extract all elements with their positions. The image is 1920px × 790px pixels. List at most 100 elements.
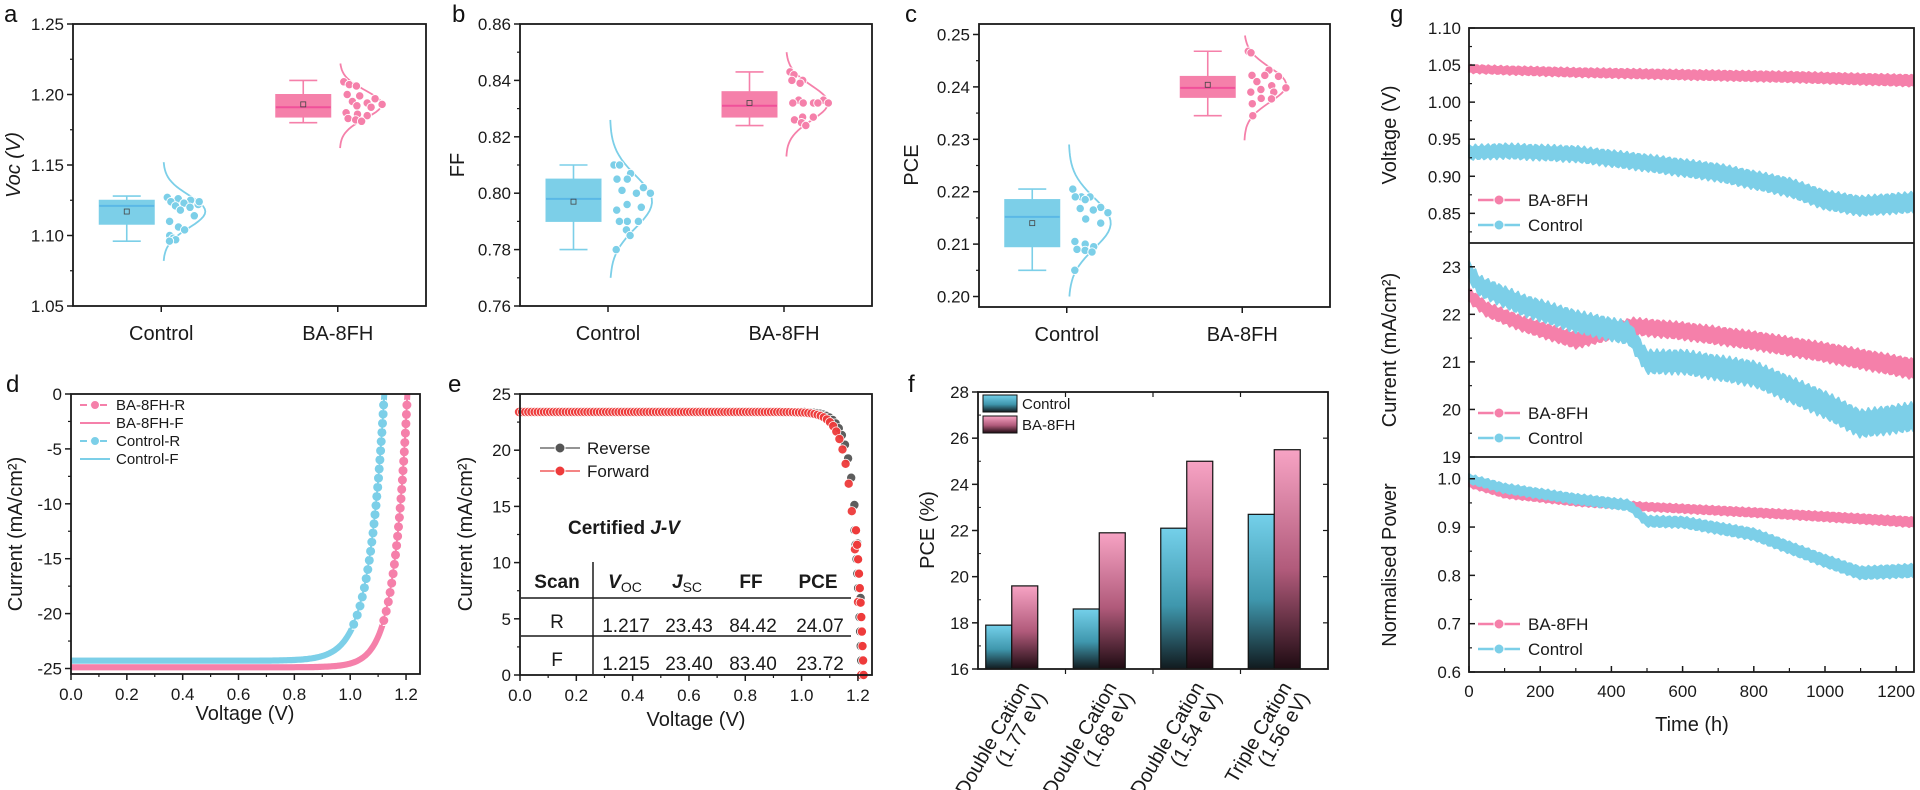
y-tick-label: 20 [492,441,511,460]
plot-frame [72,23,427,307]
data-point [343,113,353,124]
y-tick-label: 1.20 [31,86,64,105]
y-tick-label: -15 [37,550,62,569]
legend-label: Control-R [116,433,180,450]
legend-swatch [982,394,1018,413]
data-point [638,182,649,193]
box-series-ba-8fh [1179,35,1291,141]
y-tick-label: 19 [1442,448,1461,467]
data-point [1281,83,1291,93]
legend-label: Control [1528,216,1583,235]
legend-item: BA-8FH-R [80,397,185,414]
y-tick-label: -20 [37,605,62,624]
series-forward [514,406,869,681]
legend-item: Control-R [80,433,180,450]
x-tick-label: 0.0 [508,686,532,705]
legend-item: BA-8FH [1478,191,1588,210]
data-point [1087,247,1097,257]
y-tick-label: 0.21 [937,235,970,254]
y-tick-label: -5 [47,440,62,459]
x-tick-label: 600 [1668,682,1696,701]
data-point [352,101,362,111]
panel-g-ylabel-bot: Normalised Power [1379,483,1401,647]
legend-item: Control-F [80,451,179,468]
bar-control [1160,527,1188,670]
data-point [798,98,808,108]
x-category-label: BA-8FH [748,323,819,345]
data-point [1246,87,1256,97]
plot-frame [1468,27,1915,673]
legend-item: BA-8FH [982,415,1075,434]
series-ba-8fh-f [71,393,409,667]
legend-marker [554,442,566,454]
subplot-1: 0.85 0.90 0.95 1.00 1.05 1.10 BA-8FH Control [1428,19,1915,235]
legend-label: Control [1022,396,1070,413]
jv-curve [71,393,388,664]
jv-marker [853,554,864,565]
data-point [1260,70,1270,81]
jv-marker [854,583,865,594]
x-tick-label: 0.6 [677,686,701,705]
y-tick-label: 0.20 [937,288,970,307]
y-tick-label: 25 [492,385,511,404]
legend-item: Forward [540,462,649,481]
panel-letter-c: c [905,1,917,28]
data-point [625,230,635,241]
x-tick-label: 0.8 [733,686,757,705]
y-tick-label: 0.90 [1428,167,1461,186]
panel-e-xlabel: Voltage (V) [647,709,746,731]
box-iqr [721,91,778,118]
data-point [622,174,632,184]
data-point [194,197,204,207]
y-tick-label: 0.6 [1437,663,1461,682]
y-tick-label: 24 [950,475,969,494]
legend-swatch [982,415,1018,434]
jv-marker [852,539,863,550]
data-point [631,188,642,198]
jv-marker [834,433,845,444]
table-header-pce: PCE [798,572,837,593]
y-tick-label: 22 [950,522,969,541]
data-point [611,244,621,255]
x-tick-label: 1.0 [790,686,814,705]
panel-letter-e: e [448,371,461,398]
y-tick-label: 23 [1442,258,1461,277]
table-title: Certified J-V [568,518,681,539]
x-tick-label: 1.0 [338,685,362,704]
subplot-2: 19 20 21 22 23 BA-8FH Control [1442,258,1915,467]
box-mean-marker [1204,81,1211,88]
x-tick-label: 0.6 [227,685,251,704]
data-point [356,116,367,126]
bar-control [985,624,1013,670]
jv-marker [846,506,857,517]
panel-c-chart: 0.20 0.21 0.22 0.23 0.24 0.25 Control BA-8FH [937,23,1331,346]
table-header-voc: VOC [608,572,642,595]
jv-curve [71,393,409,667]
data-point [1256,84,1266,95]
data-point [614,216,625,227]
data-point [1068,184,1078,194]
legend-marker [1493,194,1505,206]
box-mean-marker [1029,220,1036,227]
data-point [636,202,646,212]
data-point [1070,236,1080,247]
data-point [351,81,362,91]
x-tick-label: 0.8 [283,685,307,704]
y-tick-label: 0.22 [937,183,970,202]
y-tick-label: 0.84 [478,71,511,90]
table-cell: R [550,612,564,633]
series-band-control [1468,472,1915,581]
legend-item: Control [982,394,1070,413]
data-point [1248,111,1258,121]
y-tick-label: 1.0 [1437,470,1461,489]
y-tick-label: -10 [37,495,62,514]
panel-d-xlabel: Voltage (V) [196,703,295,725]
y-tick-label: 1.00 [1428,93,1461,112]
y-tick-label: 0.78 [478,241,511,260]
y-tick-label: -25 [37,660,62,679]
data-point [788,98,798,108]
x-category-label: Double Cation(1.77 eV) [952,679,1052,790]
y-tick-label: 10 [492,554,511,573]
panel-letter-f: f [908,371,915,398]
legend-label: Control [1528,640,1583,659]
